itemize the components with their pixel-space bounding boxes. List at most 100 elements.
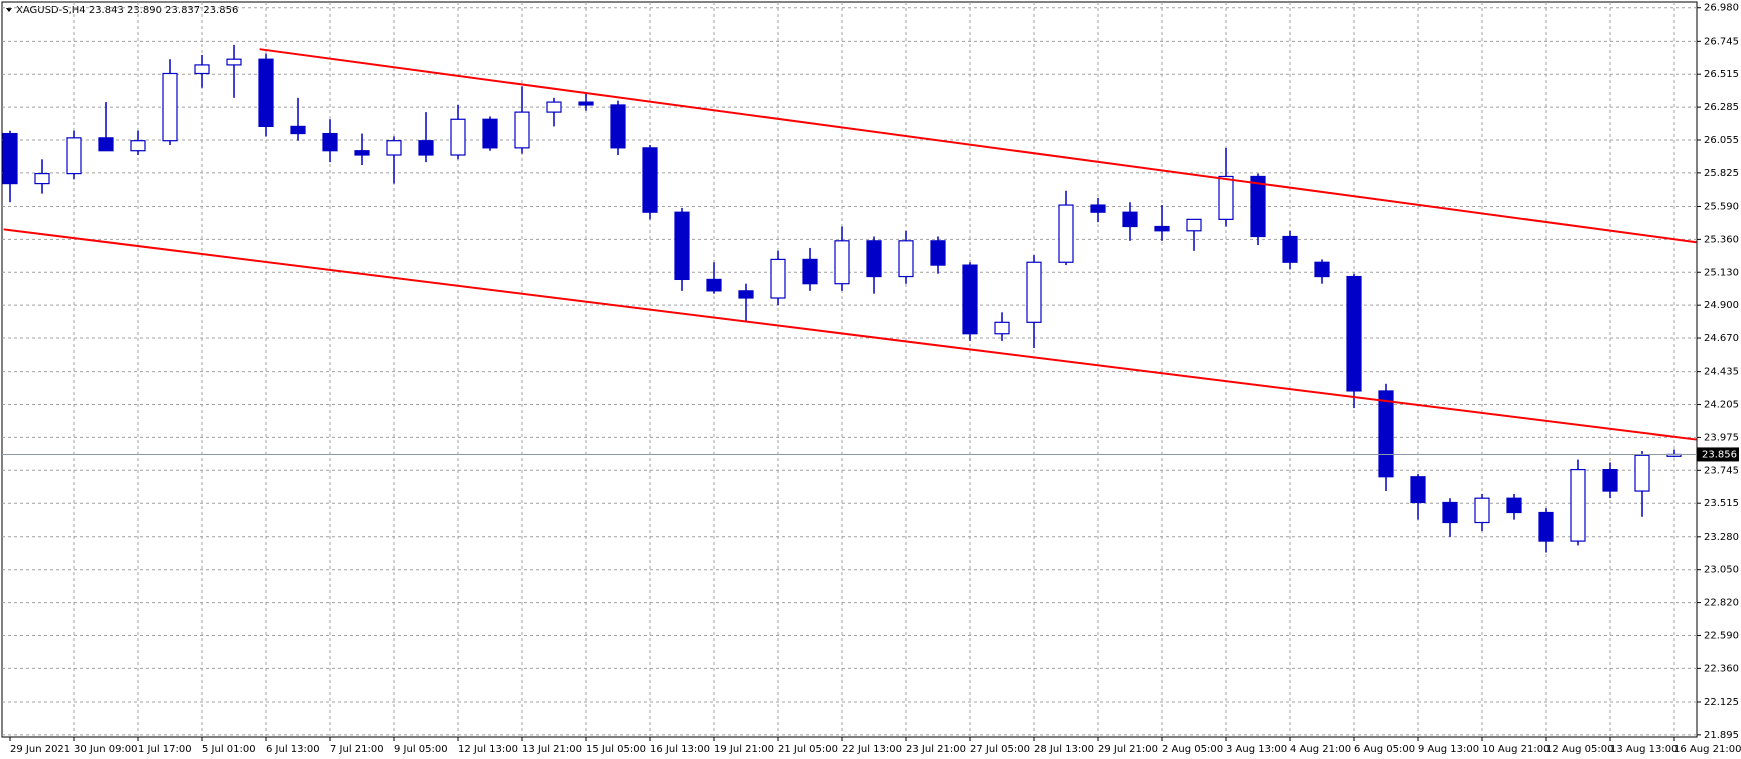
- candle-body-bear: [1122, 211, 1138, 228]
- x-tick-label: 6 Aug 05:00: [1354, 744, 1415, 755]
- y-tick-label: 26.515: [1704, 69, 1739, 80]
- x-tick-label: 2 Aug 05:00: [1162, 744, 1223, 755]
- x-tick-label: 16 Aug 21:00: [1674, 744, 1741, 755]
- candle-body-bull: [1218, 175, 1234, 220]
- x-tick-label: 23 Jul 21:00: [906, 744, 966, 755]
- candle-body-bear: [1378, 390, 1394, 478]
- trend-line: [3, 228, 1697, 441]
- x-tick-label: 9 Aug 13:00: [1418, 744, 1479, 755]
- y-tick-label: 25.590: [1704, 201, 1739, 212]
- y-tick-label: 22.125: [1704, 697, 1739, 708]
- candle-body-bull: [162, 72, 178, 142]
- candle-body-bull: [514, 111, 530, 149]
- x-tick-label: 12 Aug 05:00: [1546, 744, 1613, 755]
- candle-body-bull: [994, 321, 1010, 335]
- x-tick-label: 27 Jul 05:00: [970, 744, 1030, 755]
- candle-body-bull: [1474, 497, 1490, 524]
- candle-body-bear: [1090, 204, 1106, 213]
- x-tick-label: 21 Jul 05:00: [778, 744, 838, 755]
- candle-body-bull: [66, 137, 82, 175]
- x-tick-label: 22 Jul 13:00: [842, 744, 902, 755]
- x-tick-label: 5 Jul 01:00: [202, 744, 256, 755]
- y-tick-label: 25.130: [1704, 267, 1739, 278]
- candle-body-bear: [610, 104, 626, 149]
- x-tick-label: 3 Aug 13:00: [1226, 744, 1287, 755]
- x-tick-label: 16 Jul 13:00: [650, 744, 710, 755]
- candle-body-bear: [1442, 501, 1458, 524]
- candle-body-bull: [450, 118, 466, 156]
- y-tick-label: 26.980: [1704, 3, 1739, 14]
- x-tick-label: 6 Jul 13:00: [266, 744, 320, 755]
- y-tick-label: 26.745: [1704, 36, 1739, 47]
- candle-body-bear: [1346, 275, 1362, 392]
- candle-body-bear: [354, 150, 370, 156]
- x-tick-label: 28 Jul 13:00: [1034, 744, 1094, 755]
- y-tick-label: 23.280: [1704, 532, 1739, 543]
- candle-body-bear: [482, 118, 498, 149]
- y-tick-label: 26.055: [1704, 135, 1739, 146]
- candle-body-bull: [386, 140, 402, 156]
- candle-body-bear: [930, 240, 946, 266]
- y-tick-label: 24.435: [1704, 367, 1739, 378]
- plot-frame: [1, 1, 1698, 738]
- candle-body-bull: [770, 258, 786, 299]
- x-tick-label: 30 Jun 09:00: [74, 744, 138, 755]
- candle-body-bear: [866, 240, 882, 278]
- price-label: 23.856: [1702, 449, 1737, 460]
- x-tick-label: 12 Jul 13:00: [458, 744, 518, 755]
- candle-body-bull: [898, 240, 914, 278]
- candle-body-bull: [1570, 468, 1586, 542]
- candle-body-bear: [418, 140, 434, 156]
- price-label-box: [1697, 447, 1739, 462]
- candle-body-bull: [1186, 218, 1202, 232]
- candle-body-bear: [674, 211, 690, 281]
- candle-body-bear: [98, 137, 114, 152]
- trend-line: [259, 48, 1697, 244]
- x-tick-label: 4 Aug 21:00: [1290, 744, 1351, 755]
- y-tick-label: 26.285: [1704, 102, 1739, 113]
- candle-body-bull: [226, 58, 242, 66]
- y-tick-label: 23.745: [1704, 465, 1739, 476]
- candle-body-bear: [1410, 476, 1426, 504]
- candle-body-bear: [322, 132, 338, 152]
- candle-body-bull: [130, 140, 146, 152]
- candle-body-bear: [290, 125, 306, 135]
- candle-body-bear: [1506, 497, 1522, 514]
- x-tick-label: 13 Jul 21:00: [522, 744, 582, 755]
- candle-body-bear: [1250, 175, 1266, 238]
- y-tick-label: 22.820: [1704, 598, 1739, 609]
- x-tick-label: 29 Jul 21:00: [1098, 744, 1158, 755]
- x-tick-label: 15 Jul 05:00: [586, 744, 646, 755]
- candle-body-bull: [34, 172, 50, 185]
- candle-body-bear: [258, 58, 274, 128]
- x-tick-label: 29 Jun 2021: [10, 744, 70, 755]
- x-tick-label: 19 Jul 21:00: [714, 744, 774, 755]
- candle-body-bear: [578, 101, 594, 106]
- candle-body-bear: [1282, 235, 1298, 263]
- candle-body-bear: [1314, 261, 1330, 278]
- candle-body-bull: [1058, 204, 1074, 263]
- candle-body-bear: [962, 264, 978, 335]
- y-tick-label: 24.900: [1704, 300, 1739, 311]
- menu-arrow[interactable]: [6, 8, 12, 12]
- y-tick-label: 24.670: [1704, 333, 1739, 344]
- y-tick-label: 23.050: [1704, 565, 1739, 576]
- y-tick-label: 22.590: [1704, 630, 1739, 641]
- x-tick-label: 13 Aug 13:00: [1610, 744, 1677, 755]
- y-tick-label: 24.205: [1704, 400, 1739, 411]
- candle-body-bear: [802, 258, 818, 285]
- candle-body-bull: [1026, 261, 1042, 323]
- x-tick-label: 9 Jul 05:00: [394, 744, 448, 755]
- candle-body-bear: [738, 290, 754, 299]
- y-tick-label: 22.360: [1704, 663, 1739, 674]
- chart-title: XAGUSD-S,H4 23.843 23.890 23.837 23.856: [16, 5, 238, 16]
- y-tick-label: 23.975: [1704, 432, 1739, 443]
- candle-body-bear: [1154, 225, 1170, 232]
- y-tick-label: 25.360: [1704, 234, 1739, 245]
- candle-body-bull: [194, 64, 210, 75]
- candle-body-bear: [1538, 511, 1554, 542]
- candle-body-bull: [834, 240, 850, 285]
- y-tick-label: 21.895: [1704, 730, 1739, 741]
